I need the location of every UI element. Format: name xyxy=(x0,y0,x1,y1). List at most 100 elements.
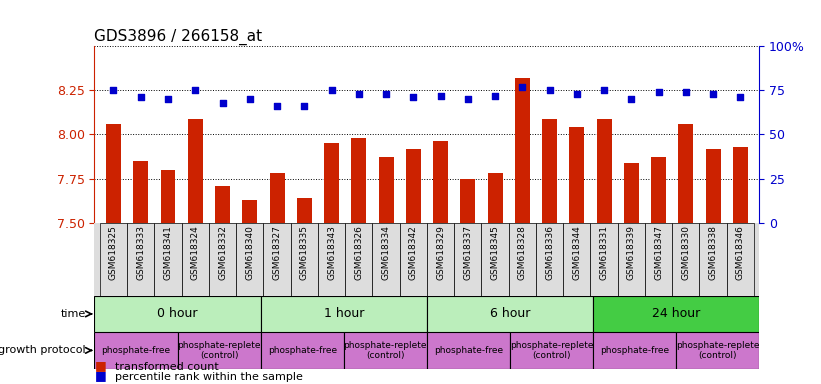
Bar xyxy=(427,296,594,332)
Text: GSM618340: GSM618340 xyxy=(245,225,255,280)
Text: GSM618344: GSM618344 xyxy=(572,225,581,280)
Bar xyxy=(269,173,285,384)
Text: GSM618328: GSM618328 xyxy=(518,225,527,280)
Text: GSM618346: GSM618346 xyxy=(736,225,745,280)
Bar xyxy=(645,223,672,296)
Point xyxy=(625,96,638,102)
Text: GSM618329: GSM618329 xyxy=(436,225,445,280)
Text: GSM618330: GSM618330 xyxy=(681,225,690,280)
Text: phosphate-free: phosphate-free xyxy=(434,346,503,355)
Text: time: time xyxy=(61,309,86,319)
Text: 24 hour: 24 hour xyxy=(652,308,700,320)
Text: GDS3896 / 266158_at: GDS3896 / 266158_at xyxy=(94,28,263,45)
Text: GSM618333: GSM618333 xyxy=(136,225,145,280)
Bar xyxy=(454,223,481,296)
Bar xyxy=(133,161,149,384)
Bar xyxy=(209,223,236,296)
Text: GSM618338: GSM618338 xyxy=(709,225,718,280)
Text: GSM618325: GSM618325 xyxy=(109,225,118,280)
Bar xyxy=(590,223,617,296)
Point xyxy=(325,87,338,93)
Text: GSM618332: GSM618332 xyxy=(218,225,227,280)
Text: GSM618345: GSM618345 xyxy=(491,225,499,280)
Text: GSM618324: GSM618324 xyxy=(190,225,200,280)
Bar xyxy=(594,332,677,369)
Point xyxy=(461,96,475,102)
Text: GSM618342: GSM618342 xyxy=(409,225,418,280)
Point xyxy=(162,96,175,102)
Point xyxy=(352,91,365,97)
Text: phosphate-replete
(control): phosphate-replete (control) xyxy=(344,341,427,360)
Bar xyxy=(236,223,264,296)
Bar xyxy=(324,143,339,384)
Bar xyxy=(400,223,427,296)
Text: GSM618337: GSM618337 xyxy=(463,225,472,280)
Text: 1 hour: 1 hour xyxy=(323,308,364,320)
Bar xyxy=(427,332,510,369)
Point xyxy=(488,93,502,99)
Bar xyxy=(651,157,666,384)
Bar xyxy=(461,179,475,384)
Bar xyxy=(296,198,312,384)
Bar xyxy=(433,141,448,384)
Bar xyxy=(624,163,639,384)
Bar xyxy=(94,332,177,369)
Text: GSM618331: GSM618331 xyxy=(599,225,608,280)
Text: GSM618347: GSM618347 xyxy=(654,225,663,280)
Point xyxy=(598,87,611,93)
Text: phosphate-free: phosphate-free xyxy=(600,346,669,355)
Bar xyxy=(542,119,557,384)
Point xyxy=(571,91,584,97)
Bar xyxy=(181,223,209,296)
Bar xyxy=(351,138,366,384)
Text: ■: ■ xyxy=(94,369,106,382)
Point xyxy=(107,87,120,93)
Bar xyxy=(344,332,427,369)
Point xyxy=(298,103,311,109)
Point xyxy=(379,91,392,97)
Text: GSM618339: GSM618339 xyxy=(626,225,635,280)
Text: GSM618334: GSM618334 xyxy=(382,225,391,280)
Bar xyxy=(427,223,454,296)
Bar xyxy=(509,223,536,296)
Text: transformed count: transformed count xyxy=(115,362,218,372)
Point xyxy=(134,94,147,100)
Bar xyxy=(536,223,563,296)
Text: phosphate-replete
(control): phosphate-replete (control) xyxy=(177,341,261,360)
Text: GSM618327: GSM618327 xyxy=(273,225,282,280)
Bar xyxy=(261,296,427,332)
Bar xyxy=(264,223,291,296)
Text: phosphate-replete
(control): phosphate-replete (control) xyxy=(510,341,594,360)
Bar xyxy=(177,332,261,369)
Point xyxy=(216,99,229,106)
Bar xyxy=(727,223,754,296)
Bar xyxy=(594,296,759,332)
Bar xyxy=(406,149,421,384)
Point xyxy=(434,93,447,99)
Text: 0 hour: 0 hour xyxy=(158,308,198,320)
Bar xyxy=(488,173,502,384)
Bar xyxy=(215,185,230,384)
Text: phosphate-free: phosphate-free xyxy=(102,346,171,355)
Text: GSM618341: GSM618341 xyxy=(163,225,172,280)
Bar xyxy=(106,124,121,384)
Bar xyxy=(94,296,261,332)
Text: 6 hour: 6 hour xyxy=(490,308,530,320)
Point xyxy=(270,103,283,109)
Bar xyxy=(127,223,154,296)
Text: GSM618336: GSM618336 xyxy=(545,225,554,280)
Bar xyxy=(617,223,645,296)
Bar xyxy=(100,223,127,296)
Text: GSM618343: GSM618343 xyxy=(327,225,336,280)
Point xyxy=(243,96,256,102)
Text: phosphate-free: phosphate-free xyxy=(268,346,337,355)
Bar xyxy=(699,223,727,296)
Bar xyxy=(481,223,509,296)
Point xyxy=(707,91,720,97)
Bar xyxy=(261,332,344,369)
Text: growth protocol: growth protocol xyxy=(0,345,86,356)
Point xyxy=(543,87,556,93)
Text: ■: ■ xyxy=(94,359,106,372)
Bar xyxy=(373,223,400,296)
Bar xyxy=(705,149,721,384)
